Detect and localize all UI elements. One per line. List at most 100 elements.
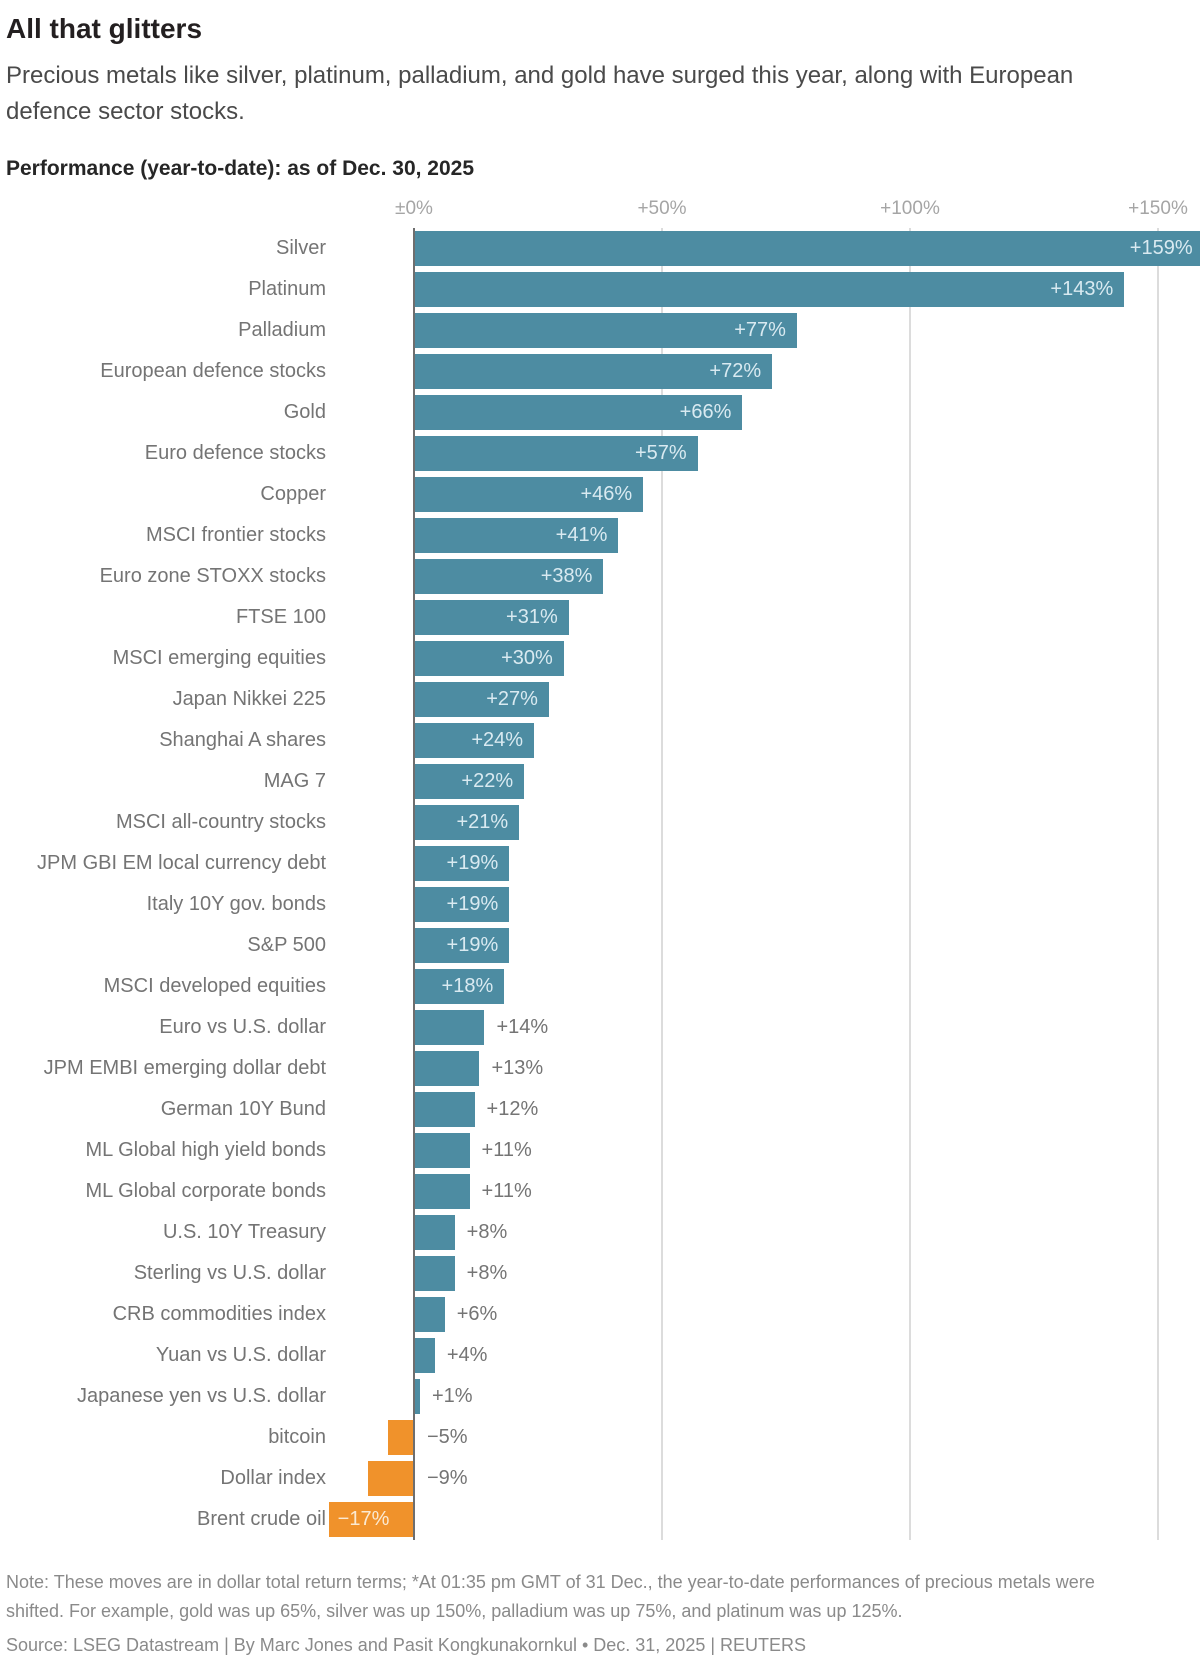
- bar-row: Yuan vs U.S. dollar +4%: [6, 1335, 1200, 1376]
- gridline: [909, 228, 911, 1540]
- bar-row: MSCI emerging equities +30%: [6, 638, 1200, 679]
- positive-bar: [415, 764, 525, 799]
- negative-bar: [388, 1420, 413, 1455]
- plot-area: +41%: [326, 515, 1200, 556]
- positive-bar: [415, 1133, 470, 1168]
- plot-area: +8%: [326, 1212, 1200, 1253]
- category-label: Euro defence stocks: [144, 442, 326, 464]
- positive-bar: [415, 1092, 475, 1127]
- value-label: +41%: [555, 524, 608, 546]
- category-label: Brent crude oil: [197, 1508, 326, 1530]
- bar-row: Brent crude oil −17%: [6, 1499, 1200, 1540]
- category-label: Yuan vs U.S. dollar: [155, 1344, 326, 1366]
- plot-area: +46%: [326, 474, 1200, 515]
- bar-row: bitcoin −5%: [6, 1417, 1200, 1458]
- bar-row: ML Global corporate bonds +11%: [6, 1171, 1200, 1212]
- value-label: +18%: [441, 975, 494, 997]
- bar-row: Copper +46%: [6, 474, 1200, 515]
- value-label: +8%: [466, 1221, 508, 1243]
- category-label: German 10Y Bund: [160, 1098, 326, 1120]
- x-axis-tick-label: +50%: [637, 198, 687, 219]
- positive-bar: [415, 600, 569, 635]
- value-label: +6%: [456, 1303, 498, 1325]
- value-label: +159%: [1129, 237, 1193, 259]
- category-label: Silver: [275, 237, 326, 259]
- positive-bar: [415, 518, 619, 553]
- plot-area: −9%: [326, 1458, 1200, 1499]
- value-label: +27%: [486, 688, 538, 710]
- category-label: S&P 500: [247, 934, 326, 956]
- value-label: +66%: [679, 401, 732, 423]
- plot-area: +159%: [326, 228, 1200, 269]
- plot-area: +24%: [326, 720, 1200, 761]
- value-label: +72%: [709, 360, 762, 382]
- value-label: −5%: [427, 1426, 468, 1448]
- value-label: −9%: [427, 1467, 468, 1489]
- value-label: +46%: [580, 483, 633, 505]
- category-label: Shanghai A shares: [159, 729, 326, 751]
- positive-bar: [415, 1379, 420, 1414]
- bar-row: Shanghai A shares +24%: [6, 720, 1200, 761]
- plot-area: +14%: [326, 1007, 1200, 1048]
- x-axis-tick-label: +100%: [880, 198, 940, 219]
- category-label: Japan Nikkei 225: [172, 688, 326, 710]
- gridline: [661, 228, 663, 1540]
- bar-row: CRB commodities index +6%: [6, 1294, 1200, 1335]
- plot-area: +72%: [326, 351, 1200, 392]
- plot-area: +19%: [326, 925, 1200, 966]
- plot-area: +18%: [326, 966, 1200, 1007]
- plot-area: +11%: [326, 1130, 1200, 1171]
- value-label: +8%: [466, 1262, 508, 1284]
- positive-bar: [415, 1338, 435, 1373]
- bar-row: Sterling vs U.S. dollar +8%: [6, 1253, 1200, 1294]
- positive-bar: [415, 846, 510, 881]
- category-label: Japanese yen vs U.S. dollar: [76, 1385, 326, 1407]
- category-label: Sterling vs U.S. dollar: [133, 1262, 326, 1284]
- bar-row: Silver +159%: [6, 228, 1200, 269]
- bar-row: ML Global high yield bonds +11%: [6, 1130, 1200, 1171]
- positive-bar: [415, 805, 520, 840]
- plot-area: +19%: [326, 843, 1200, 884]
- bar-row: German 10Y Bund +12%: [6, 1089, 1200, 1130]
- bar-row: Euro vs U.S. dollar +14%: [6, 1007, 1200, 1048]
- plot-area: +4%: [326, 1335, 1200, 1376]
- bar-row: Euro zone STOXX stocks +38%: [6, 556, 1200, 597]
- category-label: MSCI developed equities: [103, 975, 326, 997]
- positive-bar: [415, 1256, 455, 1291]
- bar-row: Japan Nikkei 225 +27%: [6, 679, 1200, 720]
- plot-area: +27%: [326, 679, 1200, 720]
- bar-row: MAG 7 +22%: [6, 761, 1200, 802]
- positive-bar: [415, 395, 743, 430]
- positive-bar: [415, 723, 535, 758]
- value-label: +19%: [446, 852, 499, 874]
- plot-area: +13%: [326, 1048, 1200, 1089]
- value-label: +19%: [446, 893, 499, 915]
- value-label: +19%: [446, 934, 499, 956]
- x-axis-tick-label: ±0%: [395, 198, 433, 219]
- category-label: U.S. 10Y Treasury: [162, 1221, 326, 1243]
- x-axis-tick-row: ±0% +50% +100% +150%: [6, 198, 1200, 222]
- plot-area: +8%: [326, 1253, 1200, 1294]
- chart-section-label: Performance (year-to-date): as of Dec. 3…: [6, 157, 475, 180]
- value-label: +22%: [461, 770, 514, 792]
- bar-row: U.S. 10Y Treasury +8%: [6, 1212, 1200, 1253]
- plot-area: +6%: [326, 1294, 1200, 1335]
- bar-row: Dollar index −9%: [6, 1458, 1200, 1499]
- positive-bar: [415, 436, 698, 471]
- positive-bar: [415, 1010, 485, 1045]
- category-label: Euro zone STOXX stocks: [99, 565, 326, 587]
- value-label: +12%: [486, 1098, 539, 1120]
- plot-area: +30%: [326, 638, 1200, 679]
- category-label: CRB commodities index: [112, 1303, 326, 1325]
- positive-bar: [415, 559, 604, 594]
- bar-row: European defence stocks +72%: [6, 351, 1200, 392]
- gridline: [1157, 228, 1159, 1540]
- category-label: MSCI all-country stocks: [115, 811, 326, 833]
- positive-bar: [415, 969, 505, 1004]
- plot-area: +12%: [326, 1089, 1200, 1130]
- bar-row: Platinum +143%: [6, 269, 1200, 310]
- source-line: Source: LSEG Datastream | By Marc Jones …: [6, 1635, 807, 1655]
- category-label: MSCI frontier stocks: [145, 524, 326, 546]
- chart-subtitle: Precious metals like silver, platinum, p…: [6, 62, 1074, 125]
- plot-area: +19%: [326, 884, 1200, 925]
